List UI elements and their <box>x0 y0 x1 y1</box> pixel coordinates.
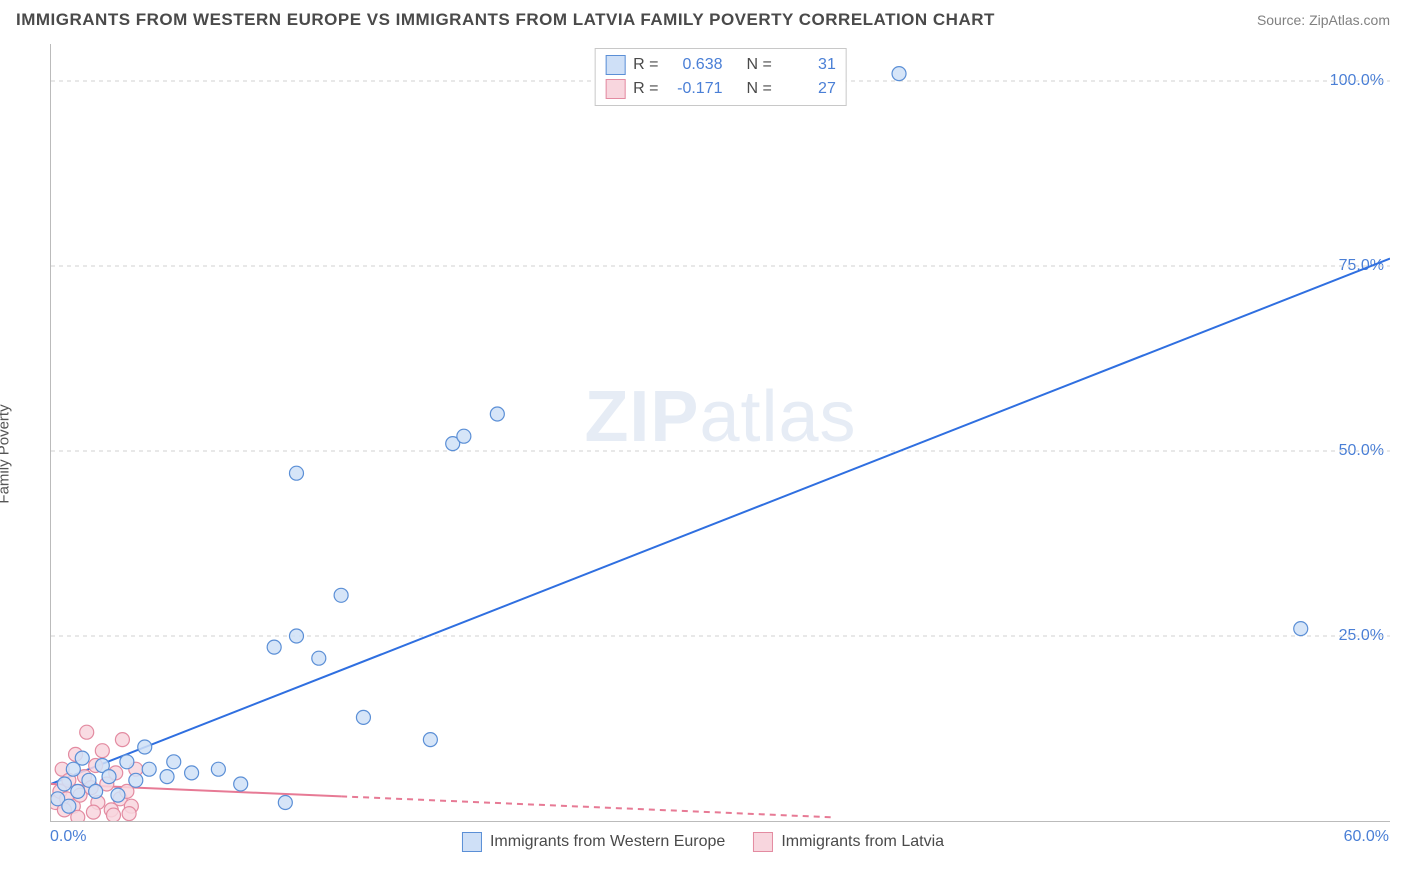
scatter-chart: Family Poverty ZIPatlas R = 0.638 N = 31… <box>16 44 1390 864</box>
plot-area: ZIPatlas R = 0.638 N = 31 R = -0.171 N =… <box>50 44 1390 822</box>
legend-row-series-2: R = -0.171 N = 27 <box>605 77 836 101</box>
legend-row-series-1: R = 0.638 N = 31 <box>605 53 836 77</box>
x-tick-max: 60.0% <box>1344 828 1389 846</box>
source-label: Source: ZipAtlas.com <box>1257 12 1390 28</box>
series-legend: Immigrants from Western Europe Immigrant… <box>462 832 944 852</box>
legend-item-latvia: Immigrants from Latvia <box>753 832 944 852</box>
plot-svg <box>51 44 1390 821</box>
legend-swatch-icon <box>753 832 773 852</box>
legend-swatch-icon <box>605 55 625 75</box>
legend-swatch-icon <box>462 832 482 852</box>
page-title: IMMIGRANTS FROM WESTERN EUROPE VS IMMIGR… <box>16 10 995 30</box>
legend-swatch-icon <box>605 79 625 99</box>
legend-item-western-europe: Immigrants from Western Europe <box>462 832 725 852</box>
header: IMMIGRANTS FROM WESTERN EUROPE VS IMMIGR… <box>0 0 1406 38</box>
x-tick-min: 0.0% <box>50 828 86 846</box>
correlation-legend: R = 0.638 N = 31 R = -0.171 N = 27 <box>594 48 847 106</box>
y-axis-label: Family Poverty <box>0 404 13 503</box>
